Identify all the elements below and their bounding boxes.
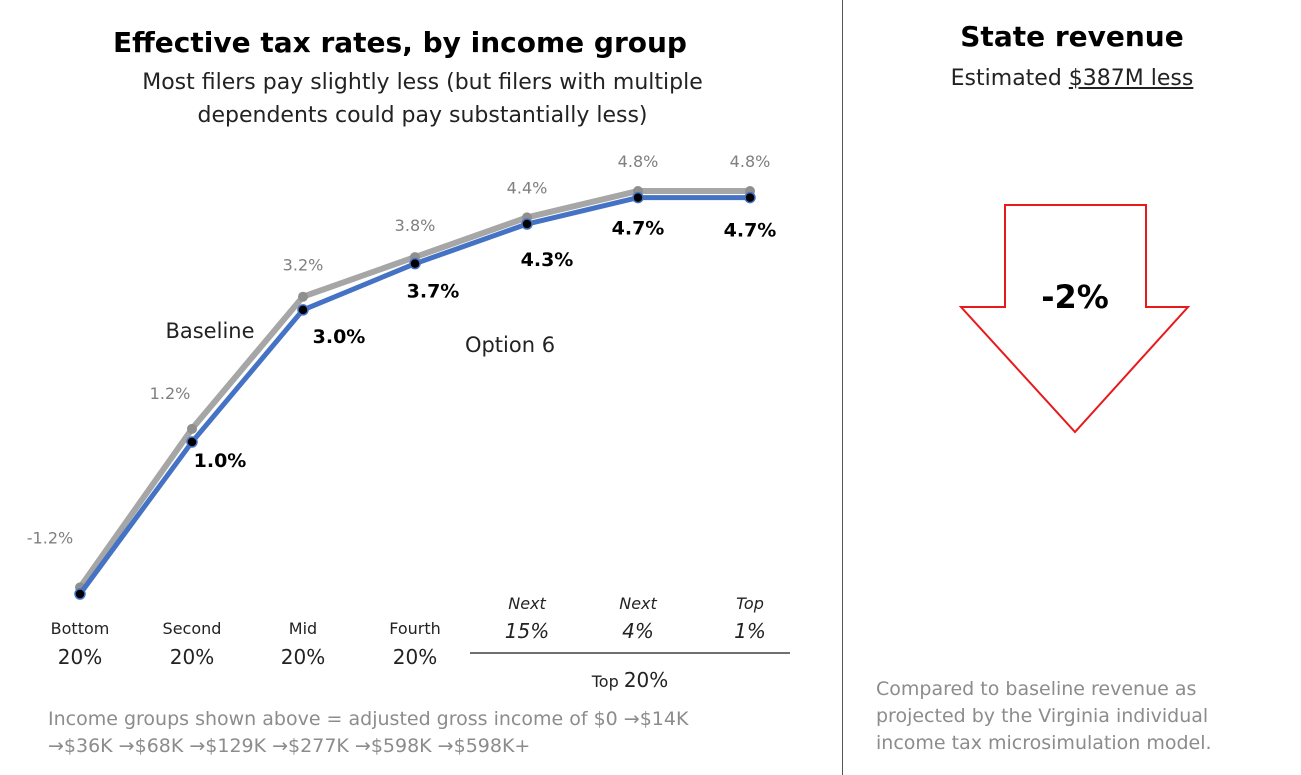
category-label-bottom: 1% <box>734 619 766 643</box>
option6-series-label: Option 6 <box>465 333 555 357</box>
option6-data-label: 4.3% <box>521 249 574 271</box>
baseline-data-label: -1.2% <box>27 528 73 547</box>
revenue-footnote-line-2: projected by the Virginia individual <box>876 705 1209 727</box>
category-label-bottom: 20% <box>393 645 437 669</box>
option6-data-label: 3.7% <box>407 281 460 303</box>
option6-point <box>409 257 421 270</box>
category-label-bottom: 20% <box>170 645 214 669</box>
tax-rate-line-chart: -1.2% 1.2% 3.2% 3.8% 4.4% 4.8% 4.8% 1.0% 3.0% 3.7… <box>27 152 790 692</box>
category-label-top: Fourth <box>389 619 441 638</box>
baseline-data-label: 4.8% <box>618 152 659 171</box>
category-label-top: Next <box>619 594 657 613</box>
chart-subtitle-line-2: dependents could pay substantially less) <box>197 103 648 128</box>
revenue-footnote-line-1: Compared to baseline revenue as <box>876 678 1197 700</box>
footnote-line-1: Income groups shown above = adjusted gro… <box>48 708 689 730</box>
option6-point <box>74 588 86 600</box>
category-label-bottom: 20% <box>58 645 102 669</box>
category-label-top: Second <box>163 619 222 638</box>
baseline-point <box>298 291 308 302</box>
baseline-point <box>187 423 197 434</box>
revenue-footnote-line-3: income tax microsimulation model. <box>876 732 1212 754</box>
revenue-title: State revenue <box>960 20 1184 53</box>
category-label-bottom: 20% <box>281 645 325 669</box>
down-arrow-icon <box>958 204 1191 434</box>
revenue-change-label: -2% <box>1041 278 1109 316</box>
baseline-data-label: 4.4% <box>507 178 548 197</box>
baseline-data-label: 4.8% <box>730 152 771 171</box>
revenue-footnote: Compared to baseline revenue as projecte… <box>876 676 1276 757</box>
category-label-bottom: 4% <box>622 619 654 643</box>
revenue-subtitle-prefix: Estimated <box>950 66 1069 91</box>
option6-point <box>521 218 533 230</box>
category-label-bottom: 15% <box>505 619 549 643</box>
option6-point <box>186 436 198 448</box>
baseline-series-label: Baseline <box>165 319 254 343</box>
category-label-top: Mid <box>289 619 317 638</box>
revenue-amount: $387M less <box>1068 66 1194 91</box>
income-groups-footnote: Income groups shown above = adjusted gro… <box>48 706 808 760</box>
chart-subtitle-line-1: Most filers pay slightly less (but filer… <box>142 70 703 95</box>
category-label-top: Next <box>508 594 546 613</box>
category-label-top: Top <box>736 594 764 613</box>
top-20-group-label-value: 20% <box>624 668 668 692</box>
revenue-subtitle: Estimated $387M less <box>843 66 1301 91</box>
baseline-data-label: 3.8% <box>395 216 436 235</box>
option6-point <box>744 191 756 204</box>
chart-subtitle: Most filers pay slightly less (but filer… <box>0 66 845 132</box>
category-label-top: Bottom <box>51 619 110 638</box>
option6-data-label: 1.0% <box>194 450 247 472</box>
chart-title: Effective tax rates, by income group <box>113 26 687 59</box>
baseline-data-label: 3.2% <box>283 256 324 275</box>
top-20-group-label-prefix: Top <box>591 672 624 691</box>
panel-divider <box>842 0 843 775</box>
option6-point <box>297 304 309 316</box>
option6-data-label: 4.7% <box>612 218 665 240</box>
option6-data-label: 3.0% <box>313 326 366 348</box>
top-20-group-label: Top 20% <box>591 668 669 692</box>
option6-data-label: 4.7% <box>724 220 777 242</box>
baseline-data-label: 1.2% <box>150 384 191 403</box>
footnote-line-2: →$36K →$68K →$129K →$277K →$598K →$598K+ <box>48 735 531 757</box>
revenue-arrow: -2% <box>958 204 1191 434</box>
option6-point <box>632 191 644 204</box>
